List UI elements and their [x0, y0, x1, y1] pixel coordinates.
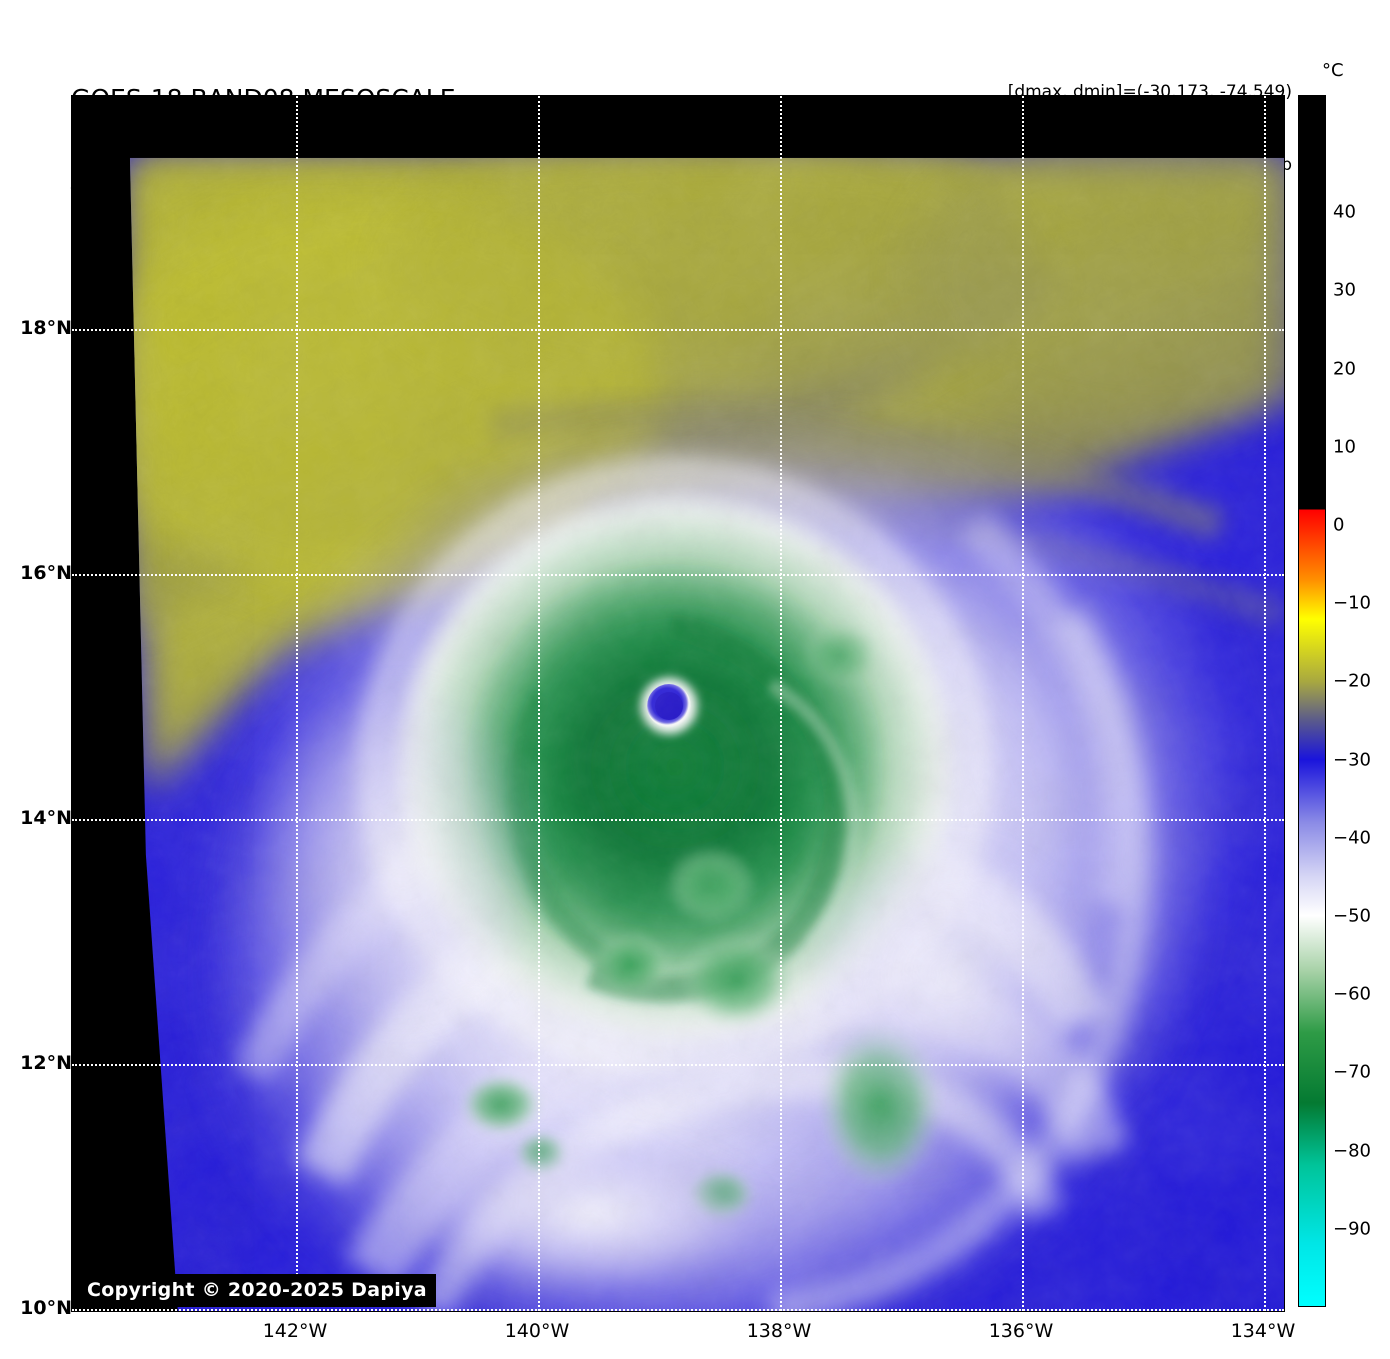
- x-axis-tick-label: 136°W: [988, 1320, 1054, 1342]
- y-axis-tick-label: 12°N: [20, 1052, 72, 1074]
- x-axis-tick-label: 142°W: [262, 1320, 328, 1342]
- colorbar-tick-label: −40: [1333, 827, 1371, 849]
- satellite-imagery: [72, 96, 1284, 1311]
- y-axis-tick-label: 10°N: [20, 1297, 72, 1319]
- colorbar-tick-label: −20: [1333, 670, 1371, 692]
- colorbar[interactable]: [1298, 95, 1326, 1307]
- colorbar-tick-label: −70: [1333, 1061, 1371, 1083]
- y-axis-tick-label: 18°N: [20, 317, 72, 339]
- y-axis-tick-label: 16°N: [20, 562, 72, 584]
- colorbar-tick-label: 10: [1333, 436, 1356, 458]
- x-axis-tick-label: 138°W: [746, 1320, 812, 1342]
- colorbar-tick-label: −90: [1333, 1218, 1371, 1240]
- colorbar-tick-label: 20: [1333, 358, 1356, 380]
- x-axis-tick-label: 140°W: [504, 1320, 570, 1342]
- colorbar-tick-label: −80: [1333, 1140, 1371, 1162]
- copyright-watermark: Copyright © 2020-2025 Dapiya: [78, 1274, 436, 1307]
- colorbar-tick-label: −10: [1333, 592, 1371, 614]
- colorbar-tick-label: 30: [1333, 279, 1356, 301]
- colorbar-tick-label: 0: [1333, 514, 1345, 536]
- colorbar-tick-label: −60: [1333, 983, 1371, 1005]
- colorbar-tick-label: −50: [1333, 905, 1371, 927]
- colorbar-tick-label: −30: [1333, 749, 1371, 771]
- colorbar-tick-label: 40: [1333, 201, 1356, 223]
- colorbar-unit-label: °C: [1322, 60, 1344, 81]
- y-axis-tick-label: 14°N: [20, 807, 72, 829]
- x-axis-tick-label: 134°W: [1230, 1320, 1296, 1342]
- satellite-image-plot[interactable]: Copyright © 2020-2025 Dapiya: [71, 95, 1285, 1312]
- colorbar-gradient: [1299, 96, 1325, 1306]
